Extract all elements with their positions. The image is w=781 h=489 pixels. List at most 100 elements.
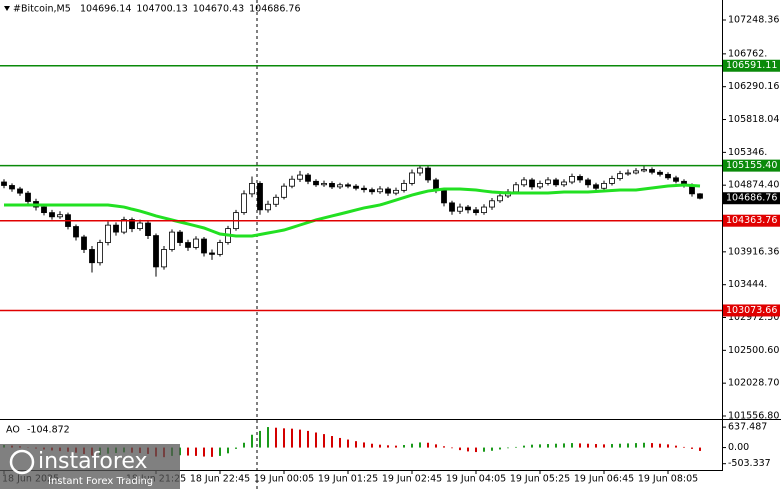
candle-body	[641, 169, 647, 172]
candle-body	[121, 219, 127, 233]
y-tick-label: 102972.50	[728, 312, 779, 323]
header-value: 104700.13	[136, 4, 187, 15]
y-tick-label: 106290.16	[728, 81, 779, 92]
candle-body	[209, 252, 215, 255]
candle-body	[1, 181, 7, 186]
candle-body	[489, 200, 495, 208]
y-tick-label: -503.337	[728, 458, 771, 469]
x-tick-label: 18 Jun 22:45	[190, 474, 250, 485]
candle-body	[545, 179, 551, 184]
candle-body	[57, 214, 63, 218]
candle-body	[385, 188, 391, 194]
candle-body	[257, 182, 263, 211]
candle-body	[289, 178, 295, 187]
candle-body	[41, 206, 47, 214]
header-value: 104696.14	[80, 4, 131, 15]
candle-body	[465, 206, 471, 211]
candle-body	[529, 179, 535, 188]
candle-body	[81, 236, 87, 250]
ao-title: AO	[6, 425, 20, 436]
candle-body	[249, 182, 255, 195]
x-tick-label: 19 Jun 05:25	[510, 474, 570, 485]
candle-body	[161, 249, 167, 268]
candle-body	[409, 172, 415, 184]
y-tick-label: 101556.80	[728, 410, 779, 421]
candle-body	[9, 185, 15, 190]
candle-body	[449, 202, 455, 212]
candle-body	[89, 249, 95, 264]
chart-title: #Bitcoin,M5	[13, 4, 71, 15]
candle-body	[673, 177, 679, 182]
candle-body	[513, 184, 519, 193]
y-tick-label: 105346.	[728, 147, 767, 158]
y-tick-label: 103916.36	[728, 246, 779, 257]
candle-body	[481, 206, 487, 214]
candle-body	[25, 192, 31, 202]
level-label-box	[723, 59, 780, 72]
candle-body	[49, 212, 55, 218]
candle-body	[425, 167, 431, 181]
header-icon	[4, 6, 10, 11]
candle-body	[665, 173, 671, 179]
candle-body	[17, 188, 23, 194]
candle-body	[113, 224, 119, 233]
candle-body	[177, 231, 183, 243]
header-values: 104696.14 104700.13 104670.43 104686.76	[80, 4, 301, 15]
candle-body	[345, 184, 351, 187]
candle-body	[153, 235, 159, 268]
candle-body	[305, 174, 311, 182]
candle-body	[353, 185, 359, 189]
level-label: 106591.11	[726, 60, 777, 71]
header-value: 104686.76	[249, 4, 300, 15]
candle-body	[561, 181, 567, 186]
candle-body	[657, 171, 663, 175]
current-price-box	[723, 192, 780, 205]
header-value: 104670.43	[193, 4, 244, 15]
candle-body	[97, 242, 103, 264]
candle-body	[265, 203, 271, 211]
y-tick-label: 105818.04	[728, 114, 779, 125]
candle-body	[633, 170, 639, 174]
candle-body	[393, 189, 399, 194]
candle-body	[337, 184, 343, 188]
candle-body	[553, 179, 559, 186]
candle-body	[617, 173, 623, 179]
candle-body	[201, 238, 207, 254]
candle-body	[185, 242, 191, 248]
x-tick-label: 19 Jun 04:05	[446, 474, 506, 485]
candle-body	[297, 174, 303, 180]
candle-body	[585, 179, 591, 186]
candle-body	[609, 178, 615, 184]
candle-body	[497, 195, 503, 202]
current-price-label: 104686.76	[726, 193, 777, 204]
candle-body	[697, 193, 703, 199]
moving-average	[4, 183, 701, 238]
x-tick-label: 19 Jun 00:05	[254, 474, 314, 485]
candle-body	[649, 169, 655, 173]
candle-body	[137, 222, 143, 230]
candle-body	[105, 224, 111, 243]
candle-body	[241, 193, 247, 214]
candle-body	[273, 196, 279, 205]
level-label-box	[723, 214, 780, 227]
candle-body	[217, 242, 223, 255]
candle-body	[537, 182, 543, 188]
y-tick-label: 106762.	[728, 48, 767, 59]
candle-body	[169, 231, 175, 250]
candle-body	[321, 182, 327, 186]
candle-body	[473, 209, 479, 214]
level-label: 104363.76	[726, 215, 777, 226]
y-tick-label: 103444.	[728, 279, 767, 290]
level-label: 103073.66	[726, 305, 777, 316]
watermark-box	[0, 444, 180, 489]
level-label-box	[723, 159, 780, 172]
y-tick-label: 102028.70	[728, 378, 779, 389]
candle-body	[361, 187, 367, 191]
level-label: 105155.40	[726, 160, 777, 171]
watermark-logo	[9, 449, 35, 475]
candle-body	[369, 189, 375, 193]
watermark-brand: instaforex	[38, 449, 148, 474]
x-tick-label: 19 Jun 01:25	[318, 474, 378, 485]
